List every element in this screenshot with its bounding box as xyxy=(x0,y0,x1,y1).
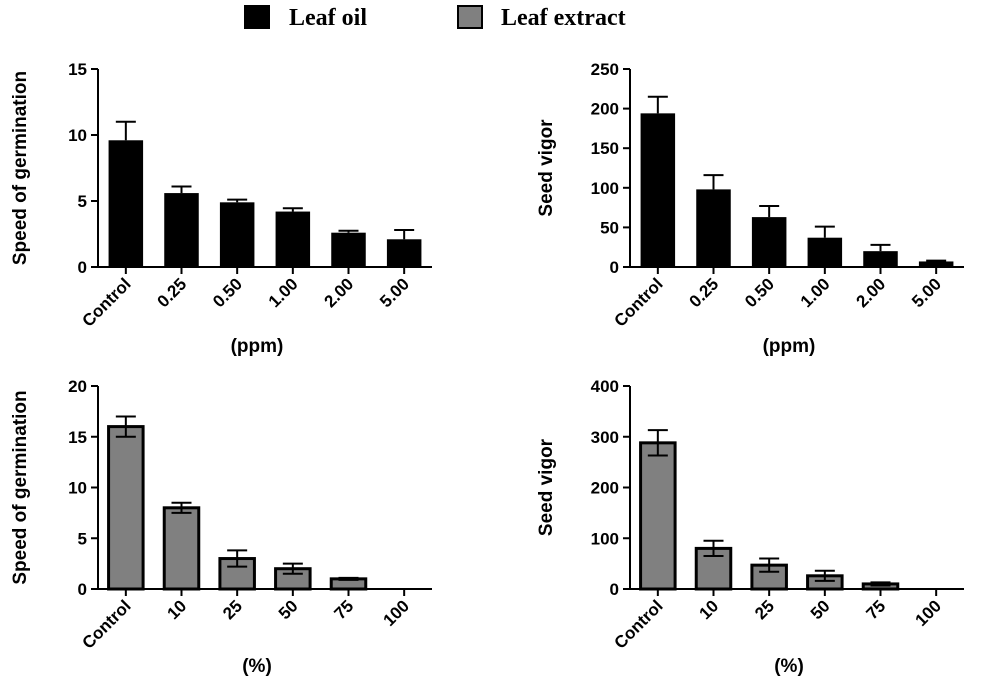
x-tick-label: Control xyxy=(610,596,666,652)
chart-panel-2: 0 50 100 150 200 250 Control 0.25 0.50 1.00 2.00 5.… xyxy=(536,60,964,357)
x-axis-title: (%) xyxy=(774,656,804,677)
legend-item-leaf-extract: Leaf extract xyxy=(457,5,626,31)
x-tick-label: 50 xyxy=(807,596,834,623)
y-tick-label: 10 xyxy=(68,479,87,498)
y-tick-label: 0 xyxy=(610,258,619,277)
x-tick-label: 2.00 xyxy=(320,274,357,311)
y-axis-title: Speed of germination xyxy=(10,71,31,265)
y-tick-label: 200 xyxy=(591,100,619,119)
legend-item-leaf-oil: Leaf oil xyxy=(244,5,367,31)
x-tick-label: 0.50 xyxy=(209,274,246,311)
y-tick-label: 15 xyxy=(68,428,87,447)
bar xyxy=(162,506,201,591)
y-tick-label: 5 xyxy=(78,529,87,548)
x-tick-label: 75 xyxy=(863,596,890,623)
bar xyxy=(219,202,255,267)
x-axis-title: (%) xyxy=(242,656,272,677)
x-tick-label: 0.50 xyxy=(741,274,778,311)
legend-label-leaf-oil: Leaf oil xyxy=(289,5,367,31)
y-tick-label: 0 xyxy=(78,258,87,277)
x-tick-label: 5.00 xyxy=(908,274,945,311)
chart-panel-1: 0 5 10 15 Control 0.25 0.50 1.00 2.00 5.00 Speed o… xyxy=(10,60,432,357)
y-tick-label: 400 xyxy=(591,377,619,396)
y-axis-title: Seed vigor xyxy=(536,438,557,536)
bar xyxy=(640,113,676,268)
bar xyxy=(639,441,677,591)
x-tick-label: Control xyxy=(78,274,134,330)
x-tick-label: Control xyxy=(78,596,134,652)
bar xyxy=(331,232,366,267)
y-tick-label: 5 xyxy=(78,192,87,211)
y-axis-title: Speed of germination xyxy=(10,390,31,584)
x-axis-title: (ppm) xyxy=(763,336,816,357)
x-tick-label: 10 xyxy=(164,596,191,623)
bar xyxy=(275,211,311,267)
y-tick-label: 150 xyxy=(591,139,619,158)
bar xyxy=(164,193,199,267)
y-tick-label: 20 xyxy=(68,377,87,396)
y-tick-label: 10 xyxy=(68,126,87,145)
legend-swatch-leaf-oil xyxy=(244,5,270,29)
x-tick-label: 25 xyxy=(751,596,778,623)
y-axis-title: Seed vigor xyxy=(536,119,557,217)
bar xyxy=(751,217,787,267)
x-tick-label: 0.25 xyxy=(153,274,190,311)
x-tick-label: 25 xyxy=(219,596,246,623)
bar xyxy=(386,239,422,267)
x-tick-label: 100 xyxy=(379,596,412,629)
x-tick-label: 5.00 xyxy=(376,274,413,311)
x-axis-title: (ppm) xyxy=(231,336,284,357)
y-tick-label: 100 xyxy=(591,529,619,548)
bar xyxy=(107,425,145,591)
bar xyxy=(108,140,144,267)
x-tick-label: Control xyxy=(610,274,666,330)
chart-panel-3: 0 5 10 15 20 Control 10 25 50 75 100 Speed of germi… xyxy=(10,377,432,677)
chart-panel-4: 0 100 200 300 400 Control 10 25 50 75 100 Seed vigo… xyxy=(536,377,964,677)
x-tick-label: 2.00 xyxy=(852,274,889,311)
y-tick-label: 200 xyxy=(591,479,619,498)
y-tick-label: 0 xyxy=(610,580,619,599)
bar xyxy=(863,251,898,267)
legend-swatch-leaf-extract xyxy=(457,5,483,29)
bar xyxy=(696,189,731,267)
chart-panels: 0 5 10 15 Control 0.25 0.50 1.00 2.00 5.00 Speed o… xyxy=(10,60,964,677)
x-tick-label: 1.00 xyxy=(797,274,834,311)
y-tick-label: 50 xyxy=(600,218,619,237)
y-tick-label: 100 xyxy=(591,179,619,198)
y-tick-label: 300 xyxy=(591,428,619,447)
y-tick-label: 250 xyxy=(591,60,619,79)
x-tick-label: 50 xyxy=(275,596,302,623)
bar xyxy=(807,237,843,267)
legend: Leaf oil Leaf extract xyxy=(244,5,626,31)
y-tick-label: 15 xyxy=(68,60,87,79)
x-tick-label: 10 xyxy=(696,596,723,623)
y-tick-label: 0 xyxy=(78,580,87,599)
legend-label-leaf-extract: Leaf extract xyxy=(501,5,626,31)
x-tick-label: 0.25 xyxy=(685,274,722,311)
bar xyxy=(918,261,954,267)
x-tick-label: 100 xyxy=(911,596,944,629)
x-tick-label: 1.00 xyxy=(265,274,302,311)
x-tick-label: 75 xyxy=(331,596,358,623)
